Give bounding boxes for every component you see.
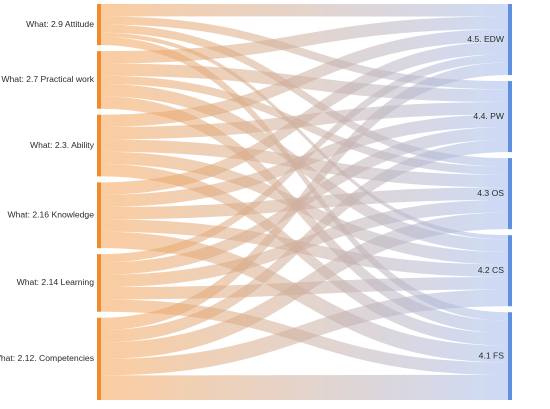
- source-label-learning: What: 2.14 Learning: [17, 277, 95, 287]
- target-label-edw: 4.5. EDW: [467, 34, 505, 44]
- flow-link-competencies-pw[interactable]: [101, 139, 508, 343]
- source-node-ability[interactable]: [97, 114, 101, 177]
- source-node-competencies[interactable]: [97, 317, 101, 400]
- flow-link-competencies-os[interactable]: [101, 212, 508, 359]
- flow-link-attitude-pw[interactable]: [101, 16, 508, 90]
- target-node-cs[interactable]: [508, 235, 512, 307]
- target-label-cs: 4.2 CS: [478, 265, 505, 275]
- source-label-ability: What: 2.3. Ability: [30, 140, 95, 150]
- flow-link-competencies-cs[interactable]: [101, 289, 508, 376]
- source-label-practical: What: 2.7 Practical work: [1, 74, 94, 84]
- labels-layer: What: 2.9 Attitude What: 2.7 Practical wo…: [0, 19, 505, 363]
- flow-link-attitude-cs[interactable]: [101, 32, 508, 240]
- flow-link-attitude-fs[interactable]: [101, 36, 508, 321]
- flow-link-knowledge-fs[interactable]: [101, 231, 508, 363]
- target-label-os: 4.3 OS: [477, 188, 504, 198]
- target-node-edw[interactable]: [508, 4, 512, 76]
- target-label-pw: 4.4. PW: [473, 111, 504, 121]
- source-node-attitude[interactable]: [97, 4, 101, 46]
- source-node-knowledge[interactable]: [97, 182, 101, 249]
- flow-link-attitude-os[interactable]: [101, 24, 508, 167]
- source-label-attitude: What: 2.9 Attitude: [26, 19, 94, 29]
- flow-link-attitude-edw[interactable]: [101, 4, 508, 17]
- nodes-layer: [97, 4, 512, 400]
- flow-link-practical-fs[interactable]: [101, 96, 508, 334]
- target-node-fs[interactable]: [508, 312, 512, 400]
- flow-link-knowledge-edw[interactable]: [101, 41, 508, 195]
- source-label-knowledge: What: 2.16 Knowledge: [8, 210, 95, 220]
- links-layer: [101, 4, 508, 400]
- flow-link-ability-fs[interactable]: [101, 164, 508, 346]
- flow-link-practical-edw[interactable]: [101, 16, 508, 64]
- target-node-os[interactable]: [508, 158, 512, 230]
- flow-link-competencies-fs[interactable]: [101, 374, 508, 400]
- target-node-pw[interactable]: [508, 81, 512, 153]
- target-label-fs: 4.1 FS: [479, 350, 505, 360]
- source-label-competencies: What: 2.12. Competencies: [0, 353, 94, 363]
- flow-link-learning-edw[interactable]: [101, 54, 508, 263]
- flow-link-ability-edw[interactable]: [101, 29, 508, 128]
- flow-link-competencies-edw[interactable]: [101, 62, 508, 331]
- source-node-practical[interactable]: [97, 51, 101, 109]
- source-node-learning[interactable]: [97, 254, 101, 312]
